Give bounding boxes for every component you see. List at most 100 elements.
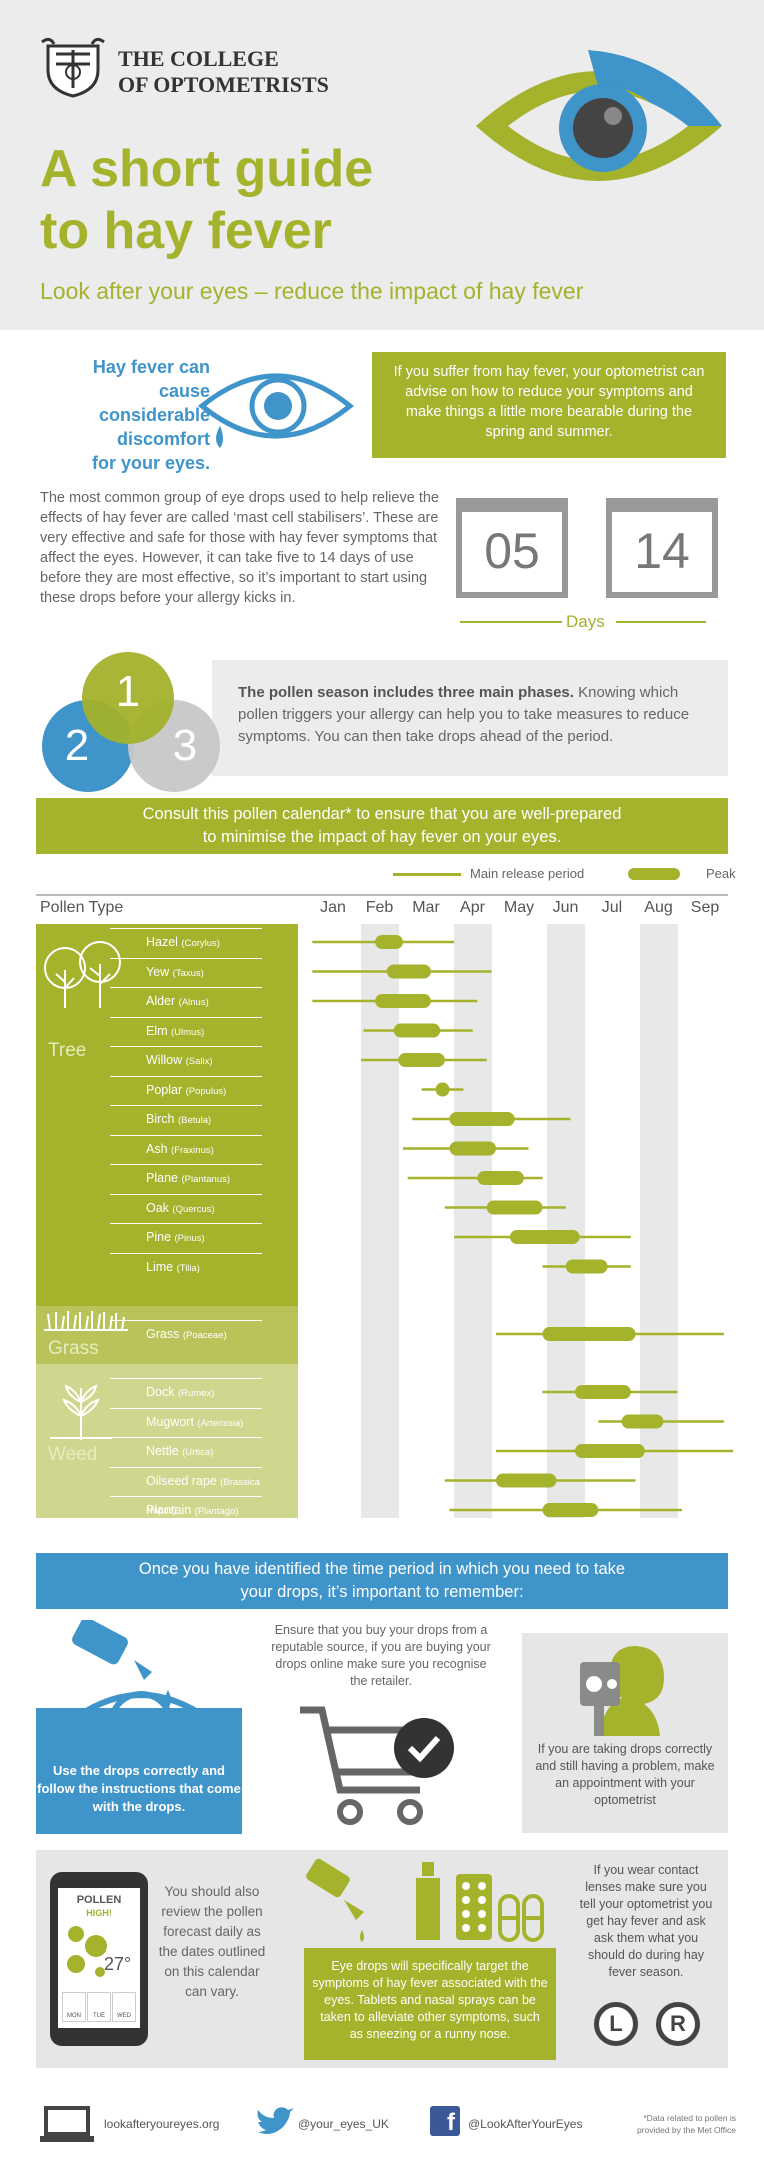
pollen-row-poplar: Poplar (Populus) — [110, 1075, 262, 1104]
pollen-row-birch: Birch (Betula) — [110, 1105, 262, 1133]
calendar-14-label: 14 — [634, 523, 690, 579]
intro-text-left: Hay fever can cause considerable discomf… — [40, 355, 210, 475]
calendar-banner-line-1: Consult this pollen calendar* to ensure … — [142, 805, 622, 823]
pollen-row-willow: Willow (Salix) — [110, 1046, 262, 1074]
intro-left-line-2: considerable — [98, 405, 210, 425]
phase-2-label: 2 — [64, 721, 90, 770]
days-label: Days — [566, 612, 605, 631]
month-aug: Aug — [644, 899, 673, 916]
peak-bar-oak — [486, 1200, 543, 1215]
pollen-name: Plantain — [146, 1503, 195, 1517]
calendar-banner: Consult this pollen calendar* to ensure … — [36, 798, 728, 854]
medicines-icon — [306, 1858, 544, 1942]
pollen-latin-name: (Plantago) — [194, 1506, 239, 1517]
eye-exam-icon — [580, 1646, 664, 1736]
pollen-latin-name: (Pinus) — [174, 1233, 205, 1244]
phases-box: The pollen season includes three main ph… — [212, 660, 728, 776]
phase-1-circle: 1 — [82, 652, 174, 744]
month-jan: Jan — [320, 899, 346, 916]
pollen-latin-name: (Fraxinus) — [171, 1144, 214, 1156]
peak-bar-dock — [575, 1385, 631, 1399]
month-may: May — [503, 899, 535, 916]
grass-section-label: Grass — [48, 1338, 99, 1359]
pollen-type-header: Pollen Type — [40, 899, 124, 916]
calendar-banner-line-2: to minimise the impact of hay fever on y… — [202, 828, 562, 846]
intro-left-line-3: discomfort — [116, 429, 210, 449]
intro-left-line-1: Hay fever can cause — [92, 357, 210, 401]
pollen-row-oak: Oak (Quercus) — [110, 1193, 262, 1222]
drops-description: The most common group of eye drops used … — [40, 490, 439, 606]
month-feb: Feb — [365, 899, 394, 916]
pollen-name: Oilseed rape — [146, 1473, 221, 1488]
pollen-latin-name: (Quercus) — [172, 1203, 215, 1215]
pollen-row-yew: Yew (Taxus) — [110, 957, 262, 986]
pollen-latin-name: (Rumex) — [177, 1388, 215, 1399]
footer-note: *Data related to pollen is provided by t… — [636, 2113, 736, 2135]
pollen-name: Ash — [146, 1141, 172, 1156]
pollen-row-nettle: Nettle (Urtica) — [110, 1437, 262, 1465]
twitter-icon — [257, 2107, 294, 2134]
weed-section: Weed — [36, 1364, 298, 1518]
pollen-name: Hazel — [146, 935, 182, 949]
facebook-handle[interactable]: @LookAfterYourEyes — [468, 2117, 583, 2131]
twitter-handle[interactable]: @your_eyes_UK — [298, 2117, 389, 2131]
pollen-row-hazel: Hazel (Corylus) — [110, 928, 262, 956]
pollen-name: Alder — [146, 994, 179, 1008]
pollen-row-pine: Pine (Pinus) — [110, 1223, 262, 1251]
intro-left-line-4: for your eyes. — [91, 453, 210, 473]
peak-bar-alder — [375, 994, 431, 1008]
right-lens-case-icon: R — [656, 2002, 700, 2046]
month-shade — [546, 924, 585, 1518]
month-jul: Jul — [601, 899, 623, 916]
peak-bar-pine — [509, 1230, 580, 1244]
pollen-latin-name: (Alnus) — [178, 997, 209, 1008]
pollen-name: Mugwort — [146, 1414, 198, 1429]
pollen-name: Lime — [146, 1259, 177, 1274]
peak-bar-hazel — [375, 935, 403, 949]
pollen-name: Oak — [146, 1200, 173, 1215]
pollen-name: Birch — [146, 1112, 178, 1126]
grass-icon — [44, 1311, 128, 1331]
pollen-latin-name: (Brassica Napus) — [146, 1476, 260, 1516]
pollen-row-elm: Elm (Ulmus) — [110, 1016, 262, 1045]
calendar-5-icon: 05 — [456, 498, 568, 598]
phone-day-tue: TUE — [87, 1992, 111, 2022]
pollen-latin-name: (Artemisia) — [197, 1417, 244, 1429]
calendar-5-label: 05 — [484, 523, 540, 579]
peak-bar-poplar — [435, 1082, 450, 1097]
pollen-row-oilseed-rape: Oilseed rape (Brassica Napus) — [110, 1466, 262, 1516]
phone-day-wed: WED — [112, 1992, 136, 2022]
website-link[interactable]: lookafteryoureyes.org — [104, 2117, 220, 2131]
pollen-row-alder: Alder (Alnus) — [110, 987, 262, 1015]
intro-box: If you suffer from hay fever, your optom… — [372, 352, 726, 458]
pollen-name: Nettle — [146, 1444, 183, 1458]
remember-banner-line-1: Once you have identified the time period… — [138, 1560, 626, 1578]
weed-icon — [50, 1384, 112, 1440]
pollen-row-mugwort: Mugwort (Artemisia) — [110, 1407, 262, 1436]
pollen-name: Willow — [146, 1053, 186, 1067]
calendar-header-rule — [36, 894, 728, 896]
shopping-cart-icon — [300, 1706, 454, 1825]
peak-bar-yew — [386, 964, 431, 979]
laptop-icon — [40, 2106, 94, 2142]
pollen-name: Yew — [146, 964, 173, 979]
pollen-latin-name: (Betula) — [177, 1115, 212, 1126]
title-line-2: to hay fever — [40, 202, 332, 260]
pollen-name: Plane — [146, 1171, 182, 1185]
remember-banner-line-2: your drops, it’s important to remember: — [240, 1583, 524, 1601]
phone-temperature: 27° — [104, 1954, 132, 1974]
logo-line-1: THE COLLEGE — [118, 46, 279, 71]
pollen-name: Elm — [146, 1023, 171, 1038]
legend-peak-swatch — [628, 868, 680, 880]
phase-3-circle: 3 — [128, 700, 220, 792]
forecast-text: You should also review the pollen foreca… — [158, 1884, 266, 1999]
phases-bold-text: The pollen season includes three main ph… — [238, 684, 574, 701]
logo-line-2: OF OPTOMETRISTS — [118, 72, 329, 97]
facebook-icon: f — [430, 2106, 460, 2136]
peak-bar-lime — [565, 1259, 608, 1274]
right-lens-label: R — [670, 2011, 686, 2036]
pollen-row-dock: Dock (Rumex) — [110, 1378, 262, 1406]
phase-1-label: 1 — [115, 667, 141, 716]
pollen-latin-name: (Tilia) — [176, 1262, 200, 1274]
pollen-name: Poplar — [146, 1082, 186, 1097]
